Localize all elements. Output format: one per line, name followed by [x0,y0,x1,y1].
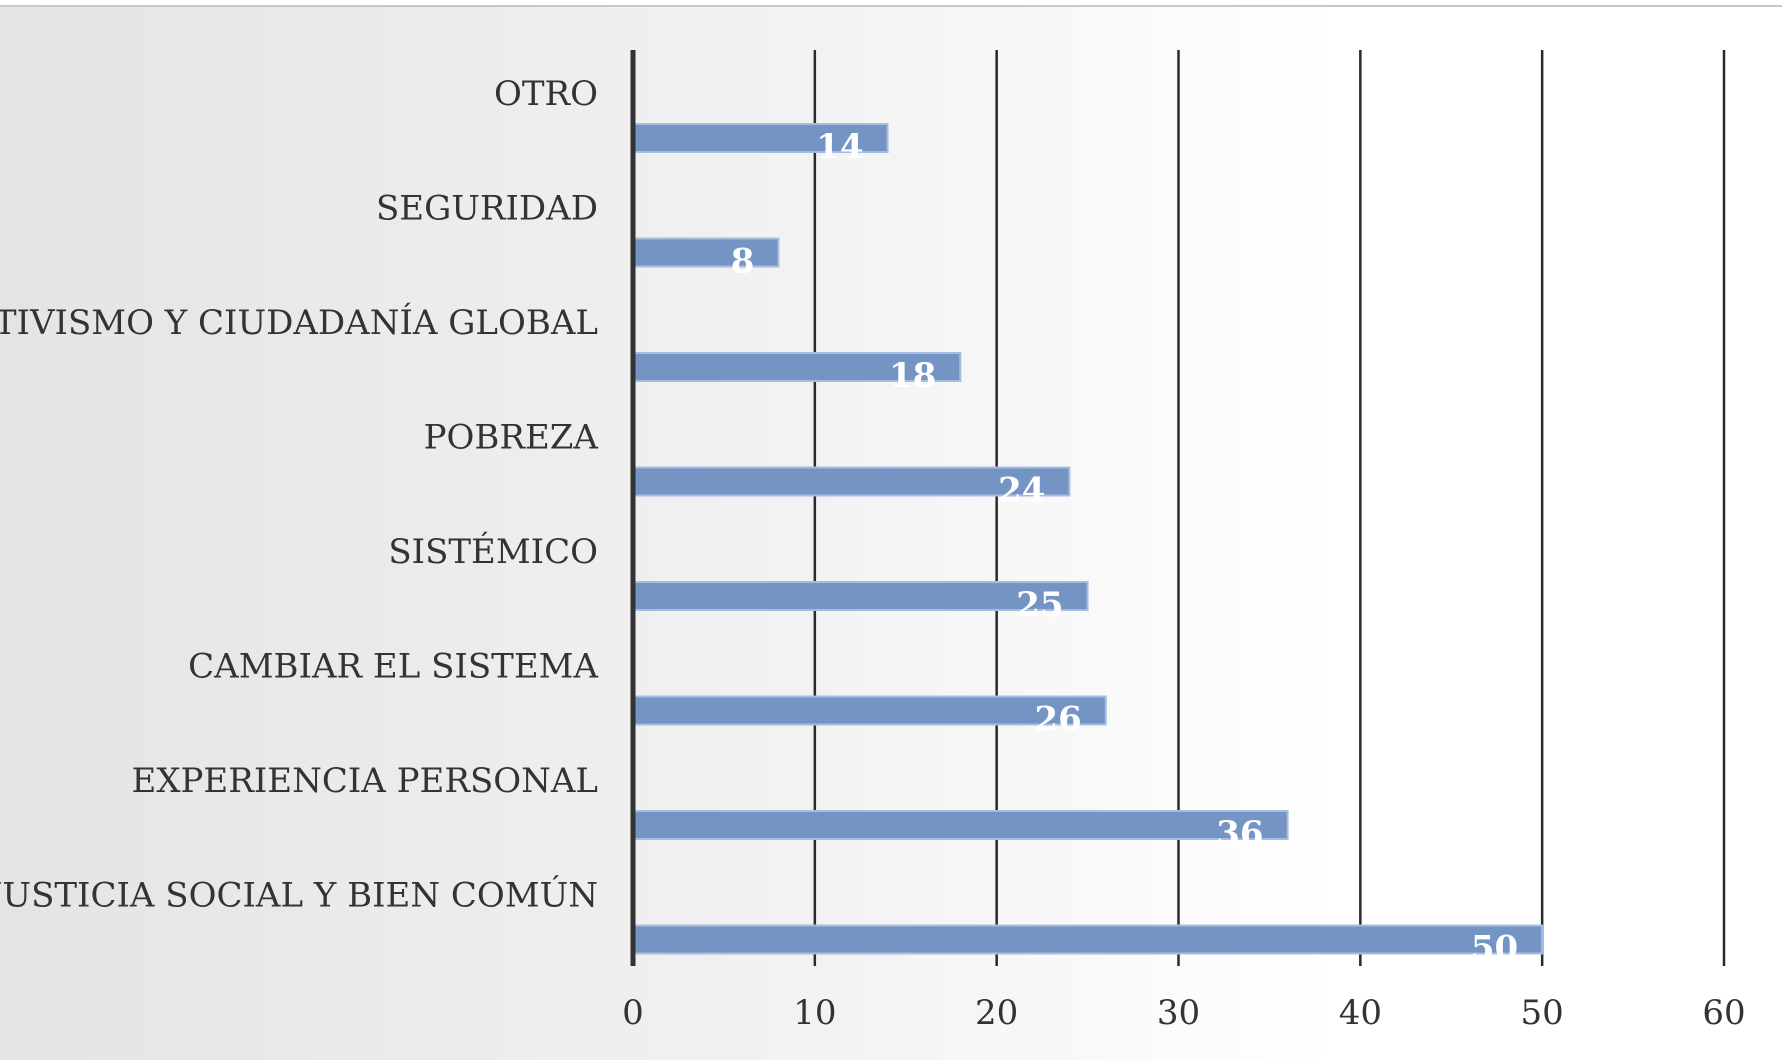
bar [632,237,780,268]
category-label: ACTIVISMO Y CIUDADANÍA GLOBAL [0,302,598,343]
value-label: 25 [1016,585,1063,625]
value-label: 14 [816,127,863,167]
x-tick-label: 10 [793,993,836,1033]
x-tick-label: 0 [622,993,644,1033]
x-tick-labels: 0 10 20 30 40 50 60 [622,993,1745,1033]
chart-background [0,6,1782,1060]
value-label: 36 [1216,814,1263,854]
category-label: SISTÉMICO [388,531,598,572]
category-label: CAMBIAR EL SISTEMA [188,647,598,687]
value-label: 50 [1471,929,1518,969]
category-label: JUSTICIA SOCIAL Y BIEN COMÚN [0,875,598,916]
value-labels: 14 8 18 24 25 26 36 50 [731,127,1518,969]
value-label: 18 [889,356,936,396]
category-label: POBREZA [424,418,599,458]
category-label: SEGURIDAD [376,189,598,229]
category-label: EXPERIENCIA PERSONAL [132,761,598,801]
category-labels: OTRO SEGURIDAD ACTIVISMO Y CIUDADANÍA GLOB… [0,74,598,916]
x-tick-label: 60 [1702,993,1745,1033]
grid-lines [813,50,1726,966]
category-label: OTRO [494,74,598,114]
bar [632,123,889,153]
value-label: 26 [1034,700,1081,740]
bar [632,924,1544,955]
x-tick-label: 20 [975,993,1018,1033]
x-tick-label: 40 [1339,993,1382,1033]
bar [632,810,1289,840]
x-tick-label: 50 [1521,993,1564,1033]
value-label: 8 [731,242,755,282]
bars [632,123,1544,955]
x-tick-label: 30 [1157,993,1200,1033]
value-label: 24 [998,471,1045,511]
